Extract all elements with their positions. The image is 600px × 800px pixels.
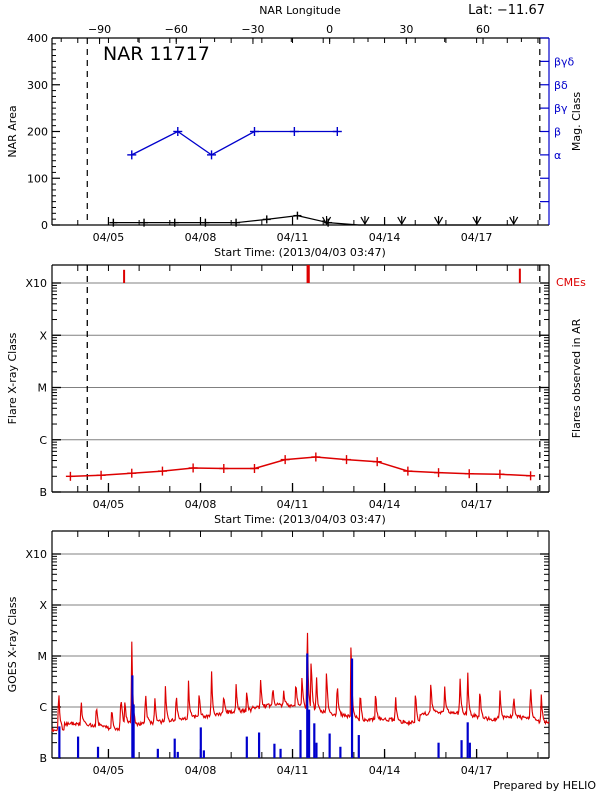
x-axis-tick-label: 04/14 <box>369 764 401 777</box>
top-axis-tick-label: 0 <box>326 23 333 36</box>
x-axis-tick-label: 04/17 <box>461 764 493 777</box>
right-axis-title: Mag. Class <box>570 92 583 151</box>
latitude-label: Lat: −11.67 <box>468 3 545 18</box>
x-axis-tick-label: 04/11 <box>277 764 309 777</box>
top-axis-tick-label: −30 <box>241 23 264 36</box>
mag-class-line <box>131 130 338 156</box>
y-axis-tick-label: C <box>39 701 47 714</box>
x-axis-tick-label: 04/17 <box>461 498 493 511</box>
flare-class-line <box>70 456 531 478</box>
mag-class-tick-label: β <box>554 126 561 139</box>
x-axis-tick-label: 04/08 <box>185 231 217 244</box>
x-axis-tick-label: 04/11 <box>277 231 309 244</box>
mag-class-tick-label: βδ <box>554 79 568 92</box>
y-axis-tick-label: M <box>38 382 48 395</box>
mag-class-tick-label: βγ <box>554 102 568 115</box>
top-axis-tick-label: 60 <box>476 23 490 36</box>
goes-flux-line <box>51 632 550 733</box>
y-axis-title: Flare X-ray Class <box>6 332 19 424</box>
x-axis-caption: Start Time: (2013/04/03 03:47) <box>214 513 386 526</box>
panel-flare-xray-class: B C M X X10 Flare X-ray Class Flares observed … <box>6 264 586 526</box>
right-axis-title: Flares observed in AR <box>570 318 583 438</box>
x-axis-tick-label: 04/05 <box>93 764 125 777</box>
y-axis-tick-label: X <box>39 329 47 342</box>
x-axis-tick-label: 04/05 <box>93 231 125 244</box>
nar-area-line <box>113 215 513 226</box>
y-axis-title: NAR Area <box>6 105 19 157</box>
top-axis-tick-label: −60 <box>165 23 188 36</box>
panel-goes-xray-class: B C M X X10 GOES X-ray Class 04/05 04/08 04/11 04… <box>6 530 596 792</box>
y-axis-tick-label: 400 <box>27 32 48 45</box>
x-axis-caption: Start Time: (2013/04/03 03:47) <box>214 246 386 259</box>
y-axis-tick-label: 100 <box>27 172 48 185</box>
top-axis-tick-label: 30 <box>399 23 413 36</box>
y-axis-tick-label: X <box>39 599 47 612</box>
y-axis-tick-label: C <box>39 434 47 447</box>
top-axis-title: NAR Longitude <box>259 4 341 17</box>
x-axis-tick-label: 04/08 <box>185 498 217 511</box>
top-axis-tick-label: −90 <box>88 23 111 36</box>
y-axis-title: GOES X-ray Class <box>6 596 19 692</box>
x-axis-tick-label: 04/05 <box>93 498 125 511</box>
y-axis-tick-label: M <box>38 650 48 663</box>
panel-title: NAR 11717 <box>103 43 210 65</box>
x-axis-tick-label: 04/11 <box>277 498 309 511</box>
mag-class-tick-label: βγδ <box>554 55 575 68</box>
x-axis-tick-label: 04/17 <box>461 231 493 244</box>
y-axis-tick-label: 0 <box>41 219 48 232</box>
prepared-by-label: Prepared by HELIO <box>493 779 596 792</box>
y-axis-tick-label: X10 <box>25 277 47 290</box>
y-axis-tick-label: B <box>39 486 47 499</box>
x-axis-tick-label: 04/14 <box>369 231 401 244</box>
x-axis-tick-label: 04/14 <box>369 498 401 511</box>
panel-nar-area: NAR Longitude Lat: −11.67 −90 −60 −30 0 30 60 0 1… <box>6 3 583 259</box>
x-axis-tick-label: 04/08 <box>185 764 217 777</box>
mag-class-tick-label: α <box>554 149 561 162</box>
y-axis-tick-label: 300 <box>27 79 48 92</box>
y-axis-tick-label: X10 <box>25 548 47 561</box>
y-axis-tick-label: B <box>39 752 47 765</box>
y-axis-tick-label: 200 <box>27 126 48 139</box>
cme-label: CMEs <box>556 276 586 289</box>
